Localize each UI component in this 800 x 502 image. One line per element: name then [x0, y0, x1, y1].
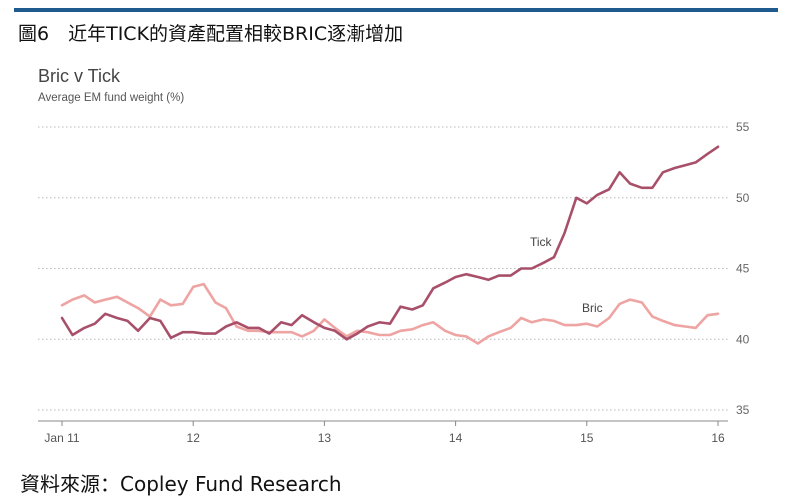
- top-rule: [14, 8, 778, 12]
- x-tick-label: 13: [318, 431, 332, 445]
- x-tick-label: 15: [580, 431, 594, 445]
- series-label-tick: Tick: [530, 235, 553, 249]
- x-tick-label: 14: [449, 431, 463, 445]
- x-axis: Jan 11 12 13 14 15 16: [38, 420, 728, 445]
- y-tick-label: 35: [736, 403, 750, 417]
- grid: [38, 126, 728, 411]
- series-line-bric: [60, 282, 720, 345]
- y-axis: 35 40 45 50 55: [736, 120, 750, 417]
- source-note: 資料來源：Copley Fund Research: [20, 472, 342, 496]
- line-chart: 35 40 45 50 55 Jan 11 12 13 14 15 16 Tick Bric: [38, 120, 750, 445]
- chart-subtitle: Average EM fund weight (%): [38, 92, 185, 104]
- x-tick-label: Jan 11: [44, 431, 79, 445]
- y-tick-label: 45: [736, 262, 750, 276]
- chart-title: Bric v Tick: [38, 66, 121, 86]
- series-group: [60, 145, 720, 345]
- series-line-tick: [60, 145, 720, 341]
- y-tick-label: 55: [736, 120, 750, 134]
- x-tick-label: 16: [711, 431, 725, 445]
- y-tick-label: 50: [736, 191, 750, 205]
- x-tick-label: 12: [187, 431, 201, 445]
- y-tick-label: 40: [736, 332, 750, 346]
- series-labels: Tick Bric: [530, 235, 603, 315]
- figure-title: 圖6 近年TICK的資產配置相較BRIC逐漸增加: [18, 23, 404, 45]
- series-label-bric: Bric: [582, 301, 603, 315]
